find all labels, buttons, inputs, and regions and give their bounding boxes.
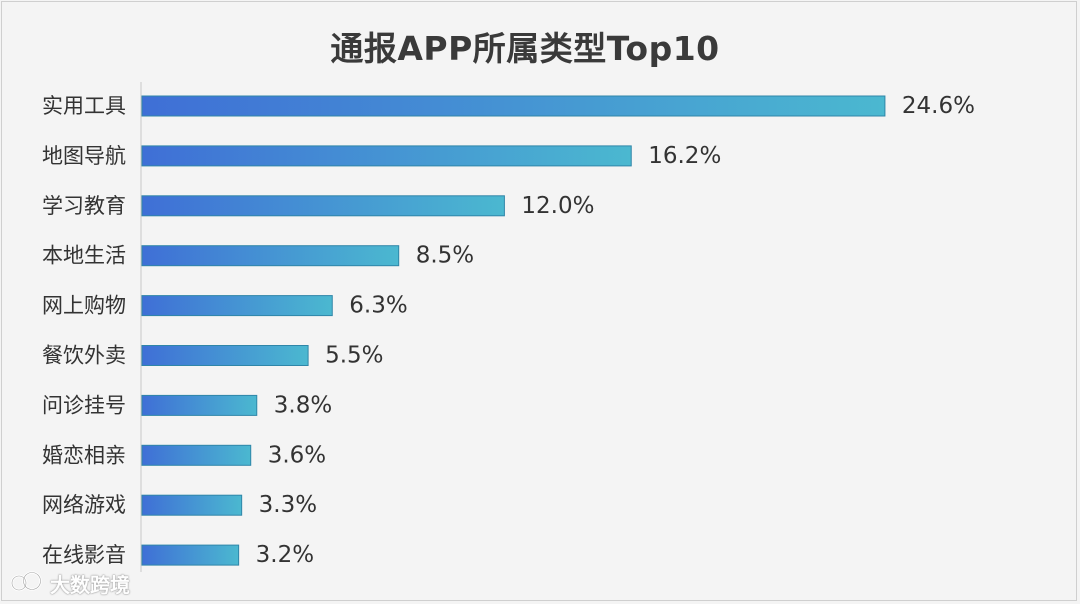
value-label: 3.3%	[259, 492, 317, 518]
bar	[141, 345, 309, 366]
bar	[141, 95, 886, 117]
value-label: 6.3%	[349, 293, 407, 319]
bar	[141, 295, 333, 317]
category-label: 地图导航	[42, 144, 126, 168]
chart-title: 通报APP所属类型Top10	[330, 29, 720, 68]
watermark-text: 大数跨境	[50, 572, 130, 597]
category-label: 学习教育	[42, 194, 126, 218]
value-label: 8.5%	[416, 243, 474, 269]
category-label: 问诊挂号	[42, 393, 126, 417]
category-label: 网上购物	[42, 294, 126, 318]
bubble-logo-icon	[10, 571, 42, 592]
value-label: 3.8%	[274, 392, 332, 418]
bar	[141, 145, 632, 167]
category-label: 网络游戏	[42, 493, 126, 517]
bar	[141, 195, 505, 217]
category-label: 婚恋相亲	[42, 443, 126, 467]
bar	[141, 394, 258, 416]
category-label: 餐饮外卖	[42, 344, 126, 368]
value-label: 12.0%	[521, 193, 594, 219]
category-label: 实用工具	[42, 94, 126, 118]
value-label: 3.6%	[268, 442, 326, 468]
category-label: 在线影音	[42, 543, 126, 567]
bar	[141, 544, 240, 566]
bar	[141, 444, 252, 466]
value-label: 24.6%	[902, 93, 975, 119]
value-label: 3.2%	[256, 542, 314, 568]
bar	[141, 245, 400, 267]
value-label: 5.5%	[325, 343, 383, 369]
value-label: 16.2%	[648, 143, 721, 169]
watermark: 大数跨境	[10, 568, 130, 598]
category-label: 本地生活	[42, 244, 126, 268]
bar	[141, 494, 243, 516]
